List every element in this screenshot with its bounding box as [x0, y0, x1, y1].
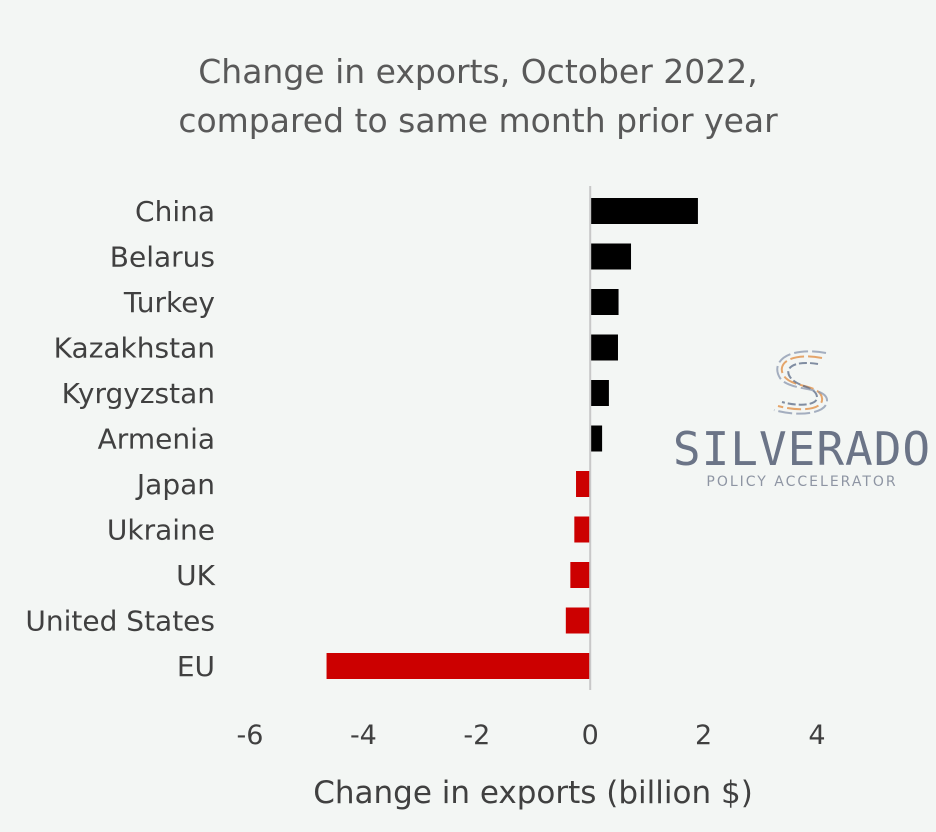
logo-wordmark: SILVERADO [673, 422, 931, 476]
x-tick-label: 0 [582, 720, 599, 751]
logo-stroke [773, 350, 829, 415]
bars [326, 198, 698, 679]
category-label: Belarus [110, 241, 215, 274]
category-label: Armenia [98, 423, 215, 456]
chart-title: Change in exports, October 2022, compare… [178, 52, 778, 140]
category-label: Kazakhstan [54, 332, 215, 365]
bar-kazakhstan [590, 334, 618, 361]
category-label: UK [176, 559, 215, 592]
x-tick-label: 2 [695, 720, 712, 751]
x-tick-label: -4 [350, 720, 377, 751]
x-axis-tick-labels: -6 -4 -2 0 2 4 [237, 720, 826, 751]
category-label: China [135, 195, 215, 228]
category-label: EU [177, 650, 215, 683]
bar-uk [570, 562, 591, 588]
bar-armenia [590, 425, 603, 452]
x-axis-title: Change in exports (billion $) [313, 775, 753, 811]
category-label: Ukraine [107, 514, 215, 547]
bar-united-states [565, 607, 591, 634]
chart-title-line-1: Change in exports, October 2022, [198, 52, 758, 91]
x-tick-label: 4 [808, 720, 825, 751]
silverado-s-icon [773, 350, 829, 415]
bar-eu [326, 653, 591, 679]
bar-china [590, 198, 698, 224]
x-tick-label: -6 [237, 720, 264, 751]
bar-turkey [590, 289, 619, 315]
bar-belarus [590, 243, 632, 270]
bar-ukraine [574, 516, 591, 543]
category-label: Turkey [123, 286, 215, 319]
chart-title-line-2: compared to same month prior year [178, 101, 778, 140]
bar-kyrgyzstan [590, 380, 609, 406]
category-labels: China Belarus Turkey Kazakhstan Kyrgyzstan Ar… [25, 195, 215, 683]
logo-stroke [781, 362, 819, 406]
category-label: Kyrgyzstan [62, 377, 215, 410]
silverado-logo: SILVERADO POLICY ACCELERATOR [673, 350, 931, 490]
logo-tagline: POLICY ACCELERATOR [706, 474, 897, 490]
bar-japan [576, 471, 591, 497]
x-tick-label: -2 [463, 720, 490, 751]
logo-stroke [777, 355, 824, 411]
category-label: United States [25, 605, 215, 638]
category-label: Japan [135, 468, 215, 501]
